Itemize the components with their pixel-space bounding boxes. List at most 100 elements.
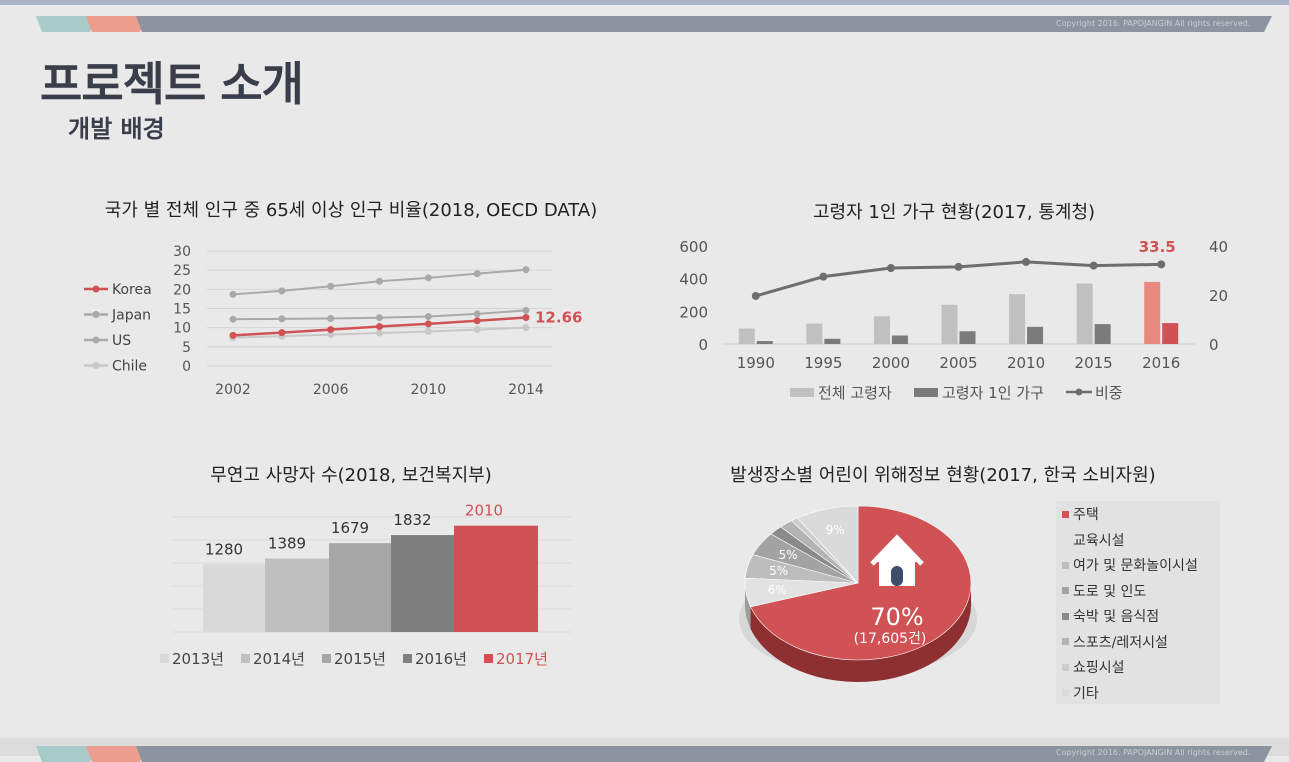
slice-label: 6% (768, 583, 787, 597)
legend-label: 교육시설 (1073, 532, 1125, 549)
data-point (473, 270, 481, 278)
legend-label: 쇼핑시설 (1073, 660, 1125, 676)
legend-label: US (112, 333, 131, 349)
data-label: 33.5 (1139, 238, 1176, 256)
legend-marker (92, 362, 100, 369)
legend-swatch (790, 388, 814, 397)
data-point (522, 266, 530, 274)
legend-label: 2017년 (496, 650, 548, 668)
data-point (1089, 261, 1098, 270)
bar-single-household (891, 335, 908, 344)
bar (265, 558, 329, 632)
data-point (376, 323, 383, 331)
legend-label: 2013년 (172, 650, 224, 668)
data-point (229, 331, 237, 339)
legend-label: Korea (112, 282, 152, 298)
chart1-title: 국가 별 전체 인구 중 65세 이상 인구 비율(2018, OECD DAT… (104, 200, 598, 221)
header-ribbon (36, 16, 1272, 32)
data-point (229, 315, 237, 323)
data-point (278, 329, 286, 337)
bar (203, 564, 265, 632)
footer-copyright-text: Copyright 2016. PAPOJANGIN All rights re… (1056, 748, 1251, 757)
bar (329, 543, 391, 632)
data-point (327, 282, 335, 290)
legend-item: 쇼핑시설 (1062, 657, 1125, 677)
bar-total-elderly (1144, 281, 1161, 344)
y-tick-label-left: 0 (698, 336, 708, 354)
legend-swatch (1062, 510, 1069, 518)
page-title: 프로젝트 소개 (40, 57, 304, 111)
data-point (522, 313, 530, 321)
legend-label: 주택 (1073, 507, 1099, 523)
data-point (327, 331, 335, 339)
legend-label: 도로 및 인도 (1073, 583, 1147, 600)
bar-total-elderly (738, 328, 755, 344)
data-point (473, 326, 481, 334)
main-slice-count: (17,605건) (854, 631, 927, 647)
house-roof (870, 534, 924, 566)
x-tick-label: 2010 (1007, 354, 1045, 372)
legend-swatch (914, 388, 938, 397)
data-label: 1280 (205, 540, 243, 558)
y-tick-label: 25 (173, 263, 191, 279)
legend-swatch (484, 654, 493, 663)
data-point (886, 264, 895, 273)
data-point (424, 313, 432, 321)
legend-item: 주택 (1062, 504, 1099, 524)
legend-marker (92, 285, 100, 293)
data-point (424, 274, 432, 282)
bar-single-household (959, 331, 976, 344)
data-point (1157, 260, 1166, 269)
legend-label: 고령자 1인 가구 (942, 384, 1044, 402)
legend-label: 2016년 (415, 650, 467, 668)
x-tick-label: 2005 (939, 354, 977, 372)
legend-item: 교육시설 (1062, 530, 1125, 550)
legend-swatch (1062, 638, 1069, 645)
legend-swatch (403, 654, 412, 663)
pie-slice-8 (796, 505, 859, 584)
legend-label: 2014년 (253, 650, 305, 668)
chart3-title: 무연고 사망자 수(2018, 보건복지부) (210, 465, 492, 486)
chart4-title: 발생장소별 어린이 위해정보 현황(2017, 한국 소비자원) (730, 465, 1156, 486)
data-point (522, 306, 530, 314)
bar (391, 535, 454, 632)
house-icon (870, 534, 924, 586)
bar-total-elderly (941, 304, 958, 344)
house-door (891, 566, 903, 586)
top-frame-border (0, 0, 1289, 5)
y-tick-label-right: 20 (1209, 287, 1228, 305)
legend-swatch (1062, 536, 1069, 543)
pie-legend: 주택 교육시설 여가 및 문화놀이시설 도로 및 인도 숙박 및 음식점 스포츠/레저시설… (1056, 501, 1220, 704)
x-tick-label: 2014 (508, 382, 544, 398)
data-point (819, 272, 828, 281)
legend-label: 비중 (1095, 384, 1123, 402)
data-point (278, 287, 286, 295)
slice-label: 5% (778, 548, 797, 562)
legend-marker (92, 311, 100, 318)
slice-label: 5% (769, 564, 788, 578)
y-tick-label: 30 (173, 244, 191, 260)
legend-swatch (1062, 612, 1069, 620)
data-point (327, 314, 335, 322)
bar-total-elderly (806, 323, 823, 344)
y-tick-label: 10 (173, 321, 191, 337)
legend-swatch (160, 654, 169, 663)
data-label: 1832 (393, 511, 431, 529)
x-tick-label: 1990 (737, 354, 775, 372)
legend-label: 기타 (1073, 685, 1099, 702)
legend-item: 도로 및 인도 (1062, 581, 1146, 601)
y-tick-label-right: 40 (1209, 238, 1228, 256)
data-label: 2010 (465, 502, 503, 520)
data-point (376, 329, 383, 337)
data-point (424, 320, 432, 328)
x-tick-label: 2010 (411, 382, 447, 398)
legend-label: 여가 및 문화놀이시설 (1073, 558, 1198, 574)
legend-label: 숙박 및 음식점 (1073, 609, 1160, 625)
y-tick-label: 0 (182, 359, 191, 375)
x-tick-label: 2015 (1075, 354, 1113, 372)
x-tick-label: 2016 (1142, 354, 1180, 372)
legend-swatch (1062, 663, 1069, 671)
